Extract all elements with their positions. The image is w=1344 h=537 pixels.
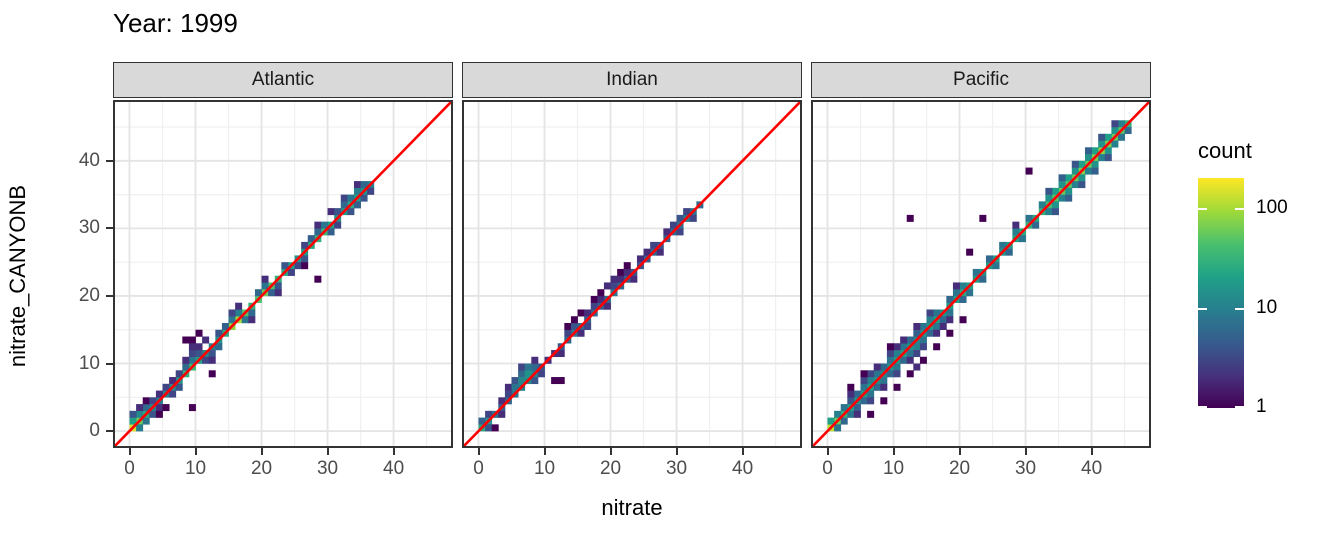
x-tick-label: 20	[948, 458, 971, 479]
legend-tick-label: 1	[1256, 396, 1267, 417]
y-tick-mark	[106, 159, 113, 162]
panel-canvas-indian	[462, 100, 802, 448]
x-tick-mark	[260, 448, 263, 455]
x-tick-label: 10	[184, 458, 207, 479]
y-tick-label: 20	[78, 284, 100, 306]
x-tick-mark	[477, 448, 480, 455]
facet-strip-atlantic: Atlantic	[113, 62, 453, 98]
x-tick-label: 0	[473, 458, 484, 479]
y-tick-label: 0	[89, 420, 100, 442]
x-tick-label: 40	[383, 458, 405, 479]
x-tick-mark	[326, 448, 329, 455]
legend-tick-mark	[1198, 208, 1207, 211]
x-tick-label: 10	[882, 458, 905, 479]
y-tick-label: 40	[78, 149, 100, 171]
y-tick-mark	[106, 430, 113, 433]
legend-title: count	[1198, 138, 1252, 163]
legend-tick-mark	[1198, 406, 1207, 408]
x-tick-mark	[609, 448, 612, 455]
x-tick-label: 30	[1014, 458, 1037, 479]
x-tick-label: 0	[124, 458, 135, 479]
x-tick-mark	[741, 448, 744, 455]
y-tick-label: 30	[78, 217, 100, 239]
plot-title: Year: 1999	[113, 8, 238, 38]
x-tick-mark	[1024, 448, 1027, 455]
y-tick-mark	[106, 362, 113, 365]
facet-strip-pacific: Pacific	[811, 62, 1151, 98]
x-tick-mark	[392, 448, 395, 455]
x-tick-label: 0	[822, 458, 833, 479]
legend-gradient-bar: 100 10 1	[1198, 178, 1288, 417]
x-tick-mark	[128, 448, 131, 455]
legend-colorbar: count 100 10 1	[1198, 138, 1328, 417]
legend-tick-mark	[1235, 308, 1244, 311]
x-tick-label: 30	[316, 458, 339, 479]
x-tick-mark	[892, 448, 895, 455]
x-tick-label: 20	[250, 458, 273, 479]
x-tick-label: 10	[533, 458, 556, 479]
x-tick-mark	[194, 448, 197, 455]
y-tick-label: 10	[78, 352, 100, 374]
x-tick-mark	[543, 448, 546, 455]
legend-tick-mark	[1235, 208, 1244, 211]
facet-strip-indian: Indian	[462, 62, 802, 98]
legend-tick-label: 10	[1256, 297, 1278, 319]
x-tick-label: 20	[599, 458, 622, 479]
panel-canvas-atlantic	[113, 100, 453, 448]
y-tick-mark	[106, 227, 113, 230]
y-axis-title: nitrate_CANYONB	[5, 184, 30, 368]
legend-tick-label: 100	[1256, 197, 1288, 219]
panel-canvas-pacific	[811, 100, 1151, 448]
y-tick-mark	[106, 294, 113, 297]
x-tick-mark	[675, 448, 678, 455]
x-axis-title: nitrate	[601, 495, 663, 520]
x-tick-mark	[826, 448, 829, 455]
legend-tick-mark	[1198, 308, 1207, 311]
x-tick-mark	[958, 448, 961, 455]
legend-tick-mark	[1235, 406, 1244, 408]
x-tick-mark	[1090, 448, 1093, 455]
x-tick-label: 40	[1081, 458, 1103, 479]
x-tick-label: 40	[732, 458, 754, 479]
x-tick-label: 30	[665, 458, 688, 479]
